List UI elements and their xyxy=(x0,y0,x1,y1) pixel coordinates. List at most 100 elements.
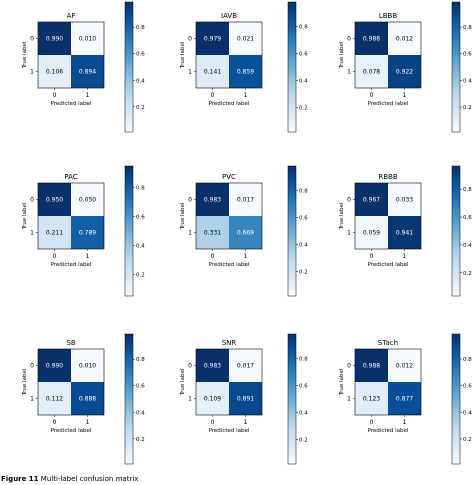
colorbar xyxy=(287,1,297,133)
cell-value-label: 0.950 xyxy=(46,197,63,204)
colorbar-tick-label: 0.6 xyxy=(463,52,472,58)
y-axis-label: True label xyxy=(22,202,28,230)
y-tick-label: 1 xyxy=(30,69,34,76)
cell-value-label: 0.021 xyxy=(237,36,254,43)
cell-value-label: 0.922 xyxy=(396,69,413,76)
matrix-cell xyxy=(355,22,388,55)
matrix-title: STach xyxy=(378,339,398,347)
x-axis-label: Predicted label xyxy=(209,262,250,268)
matrix-frame xyxy=(354,21,422,89)
colorbar-tick-label: 0.8 xyxy=(136,186,145,192)
colorbar-tick-label: 0.8 xyxy=(463,187,472,193)
colorbar xyxy=(451,165,461,297)
matrix-cell xyxy=(355,349,388,382)
colorbar-tick-label: 0.8 xyxy=(463,357,472,363)
figure-caption-text: Multi-label confusion matrix xyxy=(40,475,139,483)
cell-value-label: 0.891 xyxy=(237,396,254,403)
matrix-title: RBBB xyxy=(378,173,397,181)
matrix-cell xyxy=(196,183,229,216)
colorbar-tick-label: 0.6 xyxy=(463,215,472,221)
matrix-cell xyxy=(388,216,421,249)
matrix-frame xyxy=(37,21,105,89)
confusion-matrix-stach: STach 0.988 0.012 0.123 0.877 0 1 0 1 Predicted l… xyxy=(339,333,472,465)
matrix-cell xyxy=(196,55,229,88)
cell-value-label: 0.017 xyxy=(237,197,254,204)
cell-value-label: 0.877 xyxy=(396,396,413,403)
matrix-cell xyxy=(196,216,229,249)
y-tick-label: 1 xyxy=(347,69,351,76)
matrix-cell xyxy=(388,349,421,382)
matrix-cell xyxy=(71,183,104,216)
x-axis-label: Predicted label xyxy=(368,101,409,107)
matrix-cell xyxy=(229,22,262,55)
matrix-cell xyxy=(388,382,421,415)
colorbar xyxy=(124,165,134,297)
x-tick-label: 0 xyxy=(53,92,57,99)
cell-value-label: 0.789 xyxy=(79,230,96,237)
matrix-frame xyxy=(195,21,263,89)
matrix-cell xyxy=(196,349,229,382)
colorbar-tick-label: 0.8 xyxy=(299,357,308,363)
y-tick-label: 0 xyxy=(188,197,192,204)
y-axis-label: True label xyxy=(22,368,28,396)
matrix-frame xyxy=(354,182,422,250)
x-tick-label: 1 xyxy=(403,419,407,426)
y-tick-label: 0 xyxy=(30,363,34,370)
x-axis-label: Predicted label xyxy=(368,428,409,434)
colorbar-tick-label: 0.8 xyxy=(299,24,308,30)
x-tick-label: 1 xyxy=(86,419,90,426)
confusion-matrix-figure: AF 0.990 0.010 0.106 0.894 0 1 0 1 Predicted labe… xyxy=(22,1,472,465)
matrix-frame xyxy=(354,348,422,416)
matrix-frame xyxy=(195,348,263,416)
matrix-cell xyxy=(38,55,71,88)
matrix-frame xyxy=(37,348,105,416)
colorbar-tick-label: 0.4 xyxy=(463,243,472,249)
confusion-matrix-lbbb: LBBB 0.988 0.012 0.078 0.922 0 1 0 1 Predicted la… xyxy=(339,1,472,133)
y-tick-label: 0 xyxy=(188,363,192,370)
colorbar-tick-label: 0.4 xyxy=(136,410,145,416)
colorbar xyxy=(124,1,134,133)
x-axis-label: Predicted label xyxy=(51,101,92,107)
colorbar xyxy=(287,165,297,297)
y-tick-label: 1 xyxy=(188,396,192,403)
y-tick-label: 0 xyxy=(347,363,351,370)
matrix-cell xyxy=(229,216,262,249)
matrix-frame xyxy=(37,182,105,250)
colorbar xyxy=(287,333,297,465)
cell-value-label: 0.331 xyxy=(204,230,221,237)
y-tick-label: 0 xyxy=(188,36,192,43)
cell-value-label: 0.983 xyxy=(204,197,221,204)
colorbar-tick-label: 0.2 xyxy=(299,269,308,275)
x-tick-label: 0 xyxy=(211,419,215,426)
matrix-cell xyxy=(388,22,421,55)
colorbar-tick-label: 0.2 xyxy=(136,105,145,111)
colorbar-tick-label: 0.2 xyxy=(463,437,472,443)
cell-value-label: 0.012 xyxy=(396,36,413,43)
colorbar-tick-label: 0.4 xyxy=(299,410,308,416)
y-tick-label: 1 xyxy=(30,396,34,403)
y-tick-label: 0 xyxy=(30,197,34,204)
x-tick-label: 1 xyxy=(244,253,248,260)
colorbar-tick-label: 0.2 xyxy=(299,106,308,112)
y-axis-label: True label xyxy=(339,202,345,230)
matrix-cell xyxy=(355,183,388,216)
matrix-cell xyxy=(38,349,71,382)
x-tick-label: 0 xyxy=(211,92,215,99)
x-tick-label: 0 xyxy=(370,253,374,260)
x-tick-label: 1 xyxy=(244,419,248,426)
matrix-cell xyxy=(229,183,262,216)
x-tick-label: 1 xyxy=(403,92,407,99)
matrix-cell xyxy=(355,55,388,88)
cell-value-label: 0.990 xyxy=(46,36,63,43)
confusion-matrix-iavb: IAVB 0.979 0.021 0.141 0.859 0 1 0 1 Predicted la… xyxy=(180,1,308,133)
matrix-cell xyxy=(196,22,229,55)
matrix-cell xyxy=(196,382,229,415)
confusion-matrix-snr: SNR 0.983 0.017 0.109 0.891 0 1 0 1 Predicted lab… xyxy=(180,333,308,465)
y-tick-label: 0 xyxy=(347,197,351,204)
y-axis-label: True label xyxy=(339,41,345,69)
cell-value-label: 0.894 xyxy=(79,69,96,76)
matrix-cell xyxy=(71,55,104,88)
colorbar-tick-label: 0.6 xyxy=(463,384,472,390)
y-tick-label: 0 xyxy=(30,36,34,43)
cell-value-label: 0.990 xyxy=(46,363,63,370)
